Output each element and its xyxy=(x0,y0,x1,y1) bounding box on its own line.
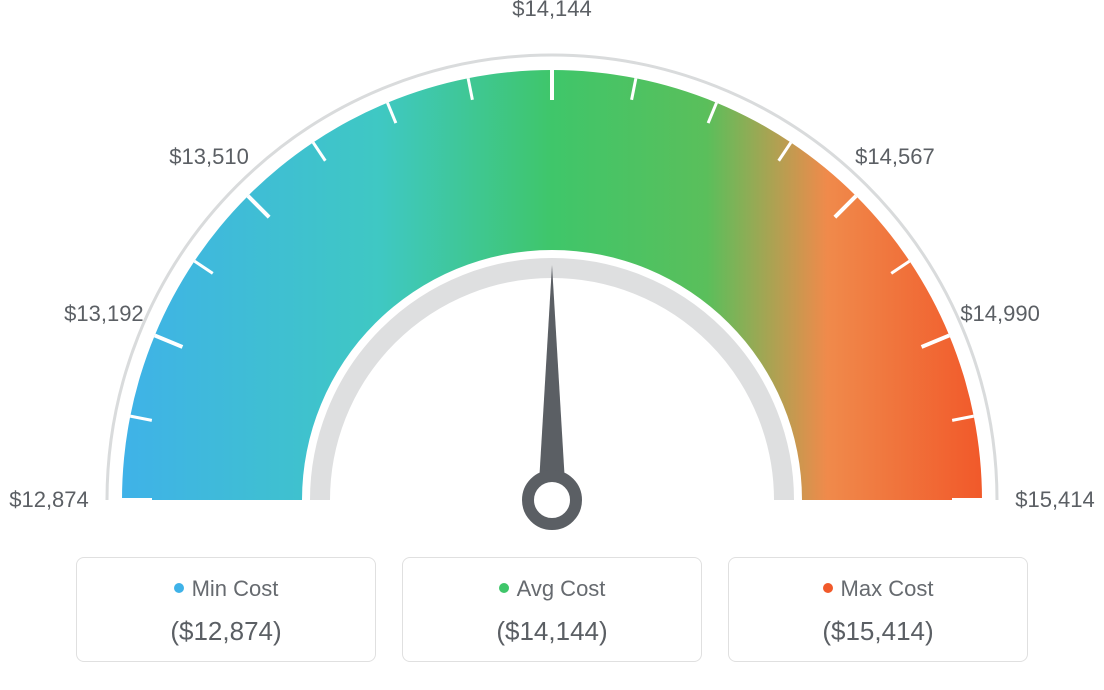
legend-row: Min Cost ($12,874) Avg Cost ($14,144) Max Co… xyxy=(76,557,1028,662)
legend-card: Min Cost ($12,874) xyxy=(76,557,376,662)
tick-label: $14,144 xyxy=(512,0,592,22)
cost-gauge-container: $12,874 $13,192 $13,510 $14,144 $14,567 $14,9… xyxy=(0,0,1104,690)
gauge-chart: $12,874 $13,192 $13,510 $14,144 $14,567 $14,9… xyxy=(0,0,1104,560)
tick-label: $15,414 xyxy=(1015,487,1095,513)
legend-dot-icon xyxy=(823,583,833,593)
legend-title-text: Min Cost xyxy=(192,576,279,601)
legend-dot-icon xyxy=(174,583,184,593)
tick-label: $14,567 xyxy=(855,144,935,170)
legend-title: Min Cost xyxy=(89,576,363,602)
legend-title-text: Avg Cost xyxy=(517,576,606,601)
legend-value: ($15,414) xyxy=(741,616,1015,647)
legend-card: Avg Cost ($14,144) xyxy=(402,557,702,662)
tick-label: $13,192 xyxy=(64,301,144,327)
legend-value: ($14,144) xyxy=(415,616,689,647)
legend-title-text: Max Cost xyxy=(841,576,934,601)
tick-label: $12,874 xyxy=(9,487,89,513)
legend-dot-icon xyxy=(499,583,509,593)
legend-title: Avg Cost xyxy=(415,576,689,602)
gauge-needle xyxy=(538,265,566,500)
legend-value: ($12,874) xyxy=(89,616,363,647)
gauge-needle-hub xyxy=(528,476,576,524)
legend-card: Max Cost ($15,414) xyxy=(728,557,1028,662)
tick-label: $13,510 xyxy=(169,144,249,170)
legend-title: Max Cost xyxy=(741,576,1015,602)
tick-label: $14,990 xyxy=(960,301,1040,327)
